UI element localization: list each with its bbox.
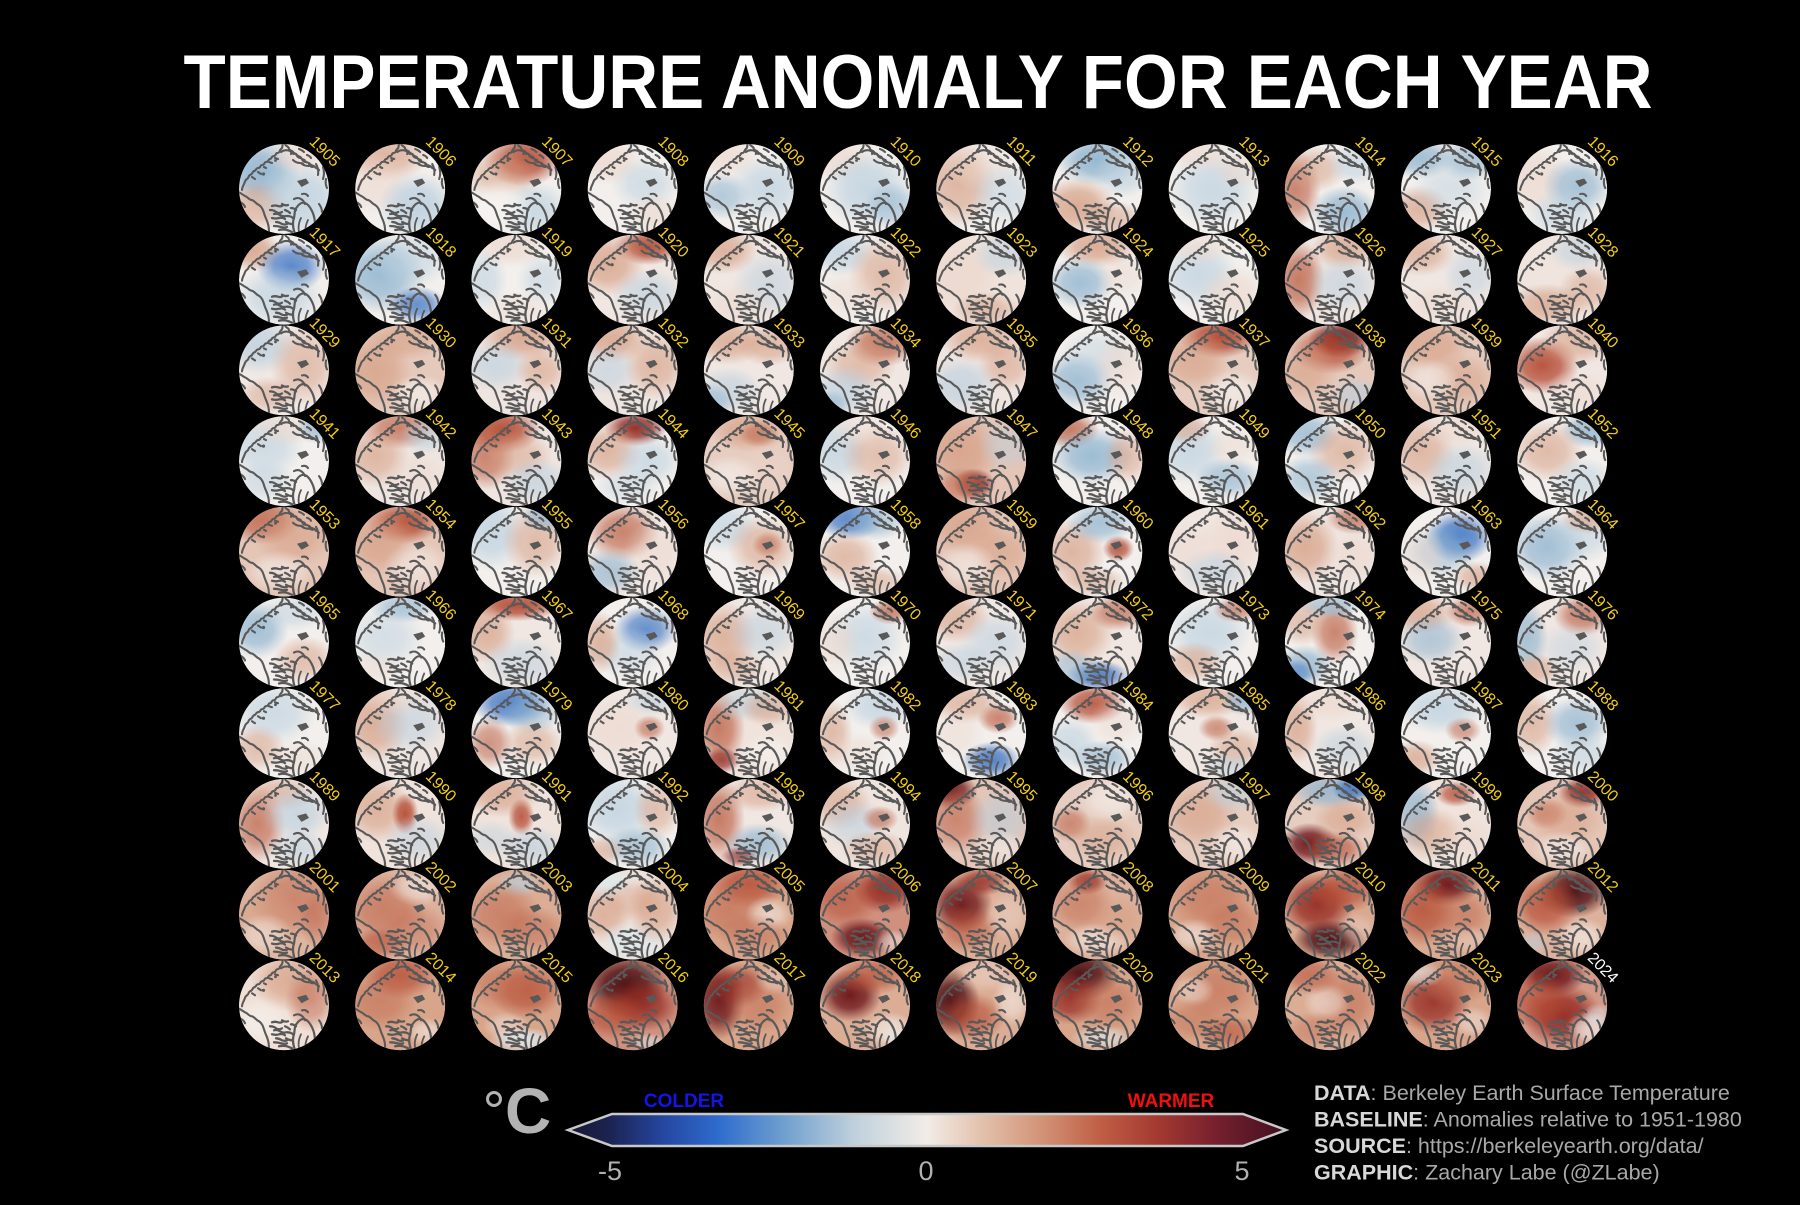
- svg-text:0: 0: [918, 1156, 933, 1186]
- svg-text:-5: -5: [598, 1156, 622, 1186]
- svg-text:GRAPHIC: Zachary Labe (@ZLabe): GRAPHIC: Zachary Labe (@ZLabe): [1314, 1161, 1660, 1185]
- svg-text:C: C: [505, 1075, 551, 1147]
- svg-text:TEMPERATURE ANOMALY FOR EACH Y: TEMPERATURE ANOMALY FOR EACH YEAR: [184, 40, 1653, 125]
- svg-text:COLDER: COLDER: [644, 1091, 725, 1112]
- svg-text:5: 5: [1234, 1156, 1249, 1186]
- svg-text:DATA: Berkeley Earth Surface T: DATA: Berkeley Earth Surface Temperature: [1314, 1081, 1730, 1105]
- svg-text:WARMER: WARMER: [1128, 1091, 1215, 1112]
- svg-text:BASELINE: Anomalies relative t: BASELINE: Anomalies relative to 1951-198…: [1314, 1108, 1742, 1132]
- svg-text:SOURCE: https://berkeleyearth.: SOURCE: https://berkeleyearth.org/data/: [1314, 1134, 1704, 1158]
